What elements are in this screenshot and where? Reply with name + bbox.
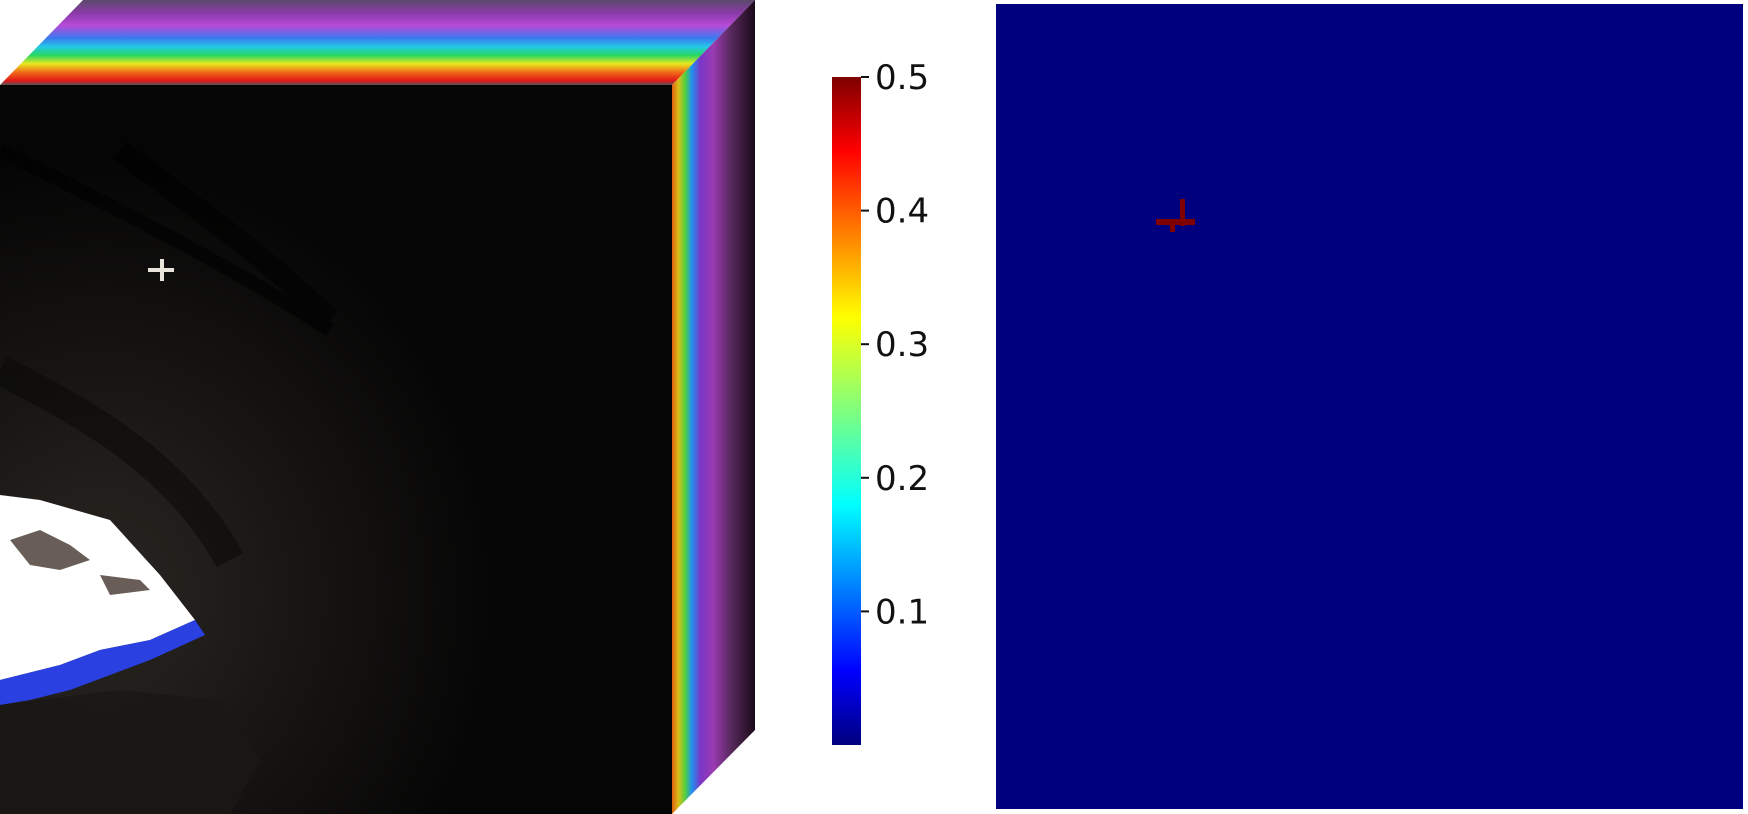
colorbar-tick-label: 0.3 <box>875 325 929 365</box>
cube-side-face <box>672 0 755 814</box>
detection-map <box>996 4 1743 809</box>
detection-target <box>1156 199 1195 232</box>
colorbar-tick-label: 0.1 <box>875 592 929 632</box>
scene-blue-edge <box>0 620 205 705</box>
hyperspectral-cube <box>0 0 755 814</box>
scene-lower-dark <box>0 690 260 814</box>
colorbar-tick-label: 0.4 <box>875 192 929 232</box>
scene-dark-streaks <box>0 141 338 568</box>
cube-top-face <box>0 0 755 85</box>
colorbar-tick-label: 0.2 <box>875 459 929 499</box>
colorbar-ticks: 0.5 0.4 0.3 0.2 0.1 <box>861 58 929 632</box>
colorbar-gradient <box>832 77 861 745</box>
scene-bright-texture <box>10 530 150 595</box>
scene-target-marker <box>148 259 174 281</box>
colorbar: 0.5 0.4 0.3 0.2 0.1 <box>832 58 929 745</box>
detection-map-background <box>996 4 1743 809</box>
colorbar-tick-label: 0.5 <box>875 58 929 98</box>
